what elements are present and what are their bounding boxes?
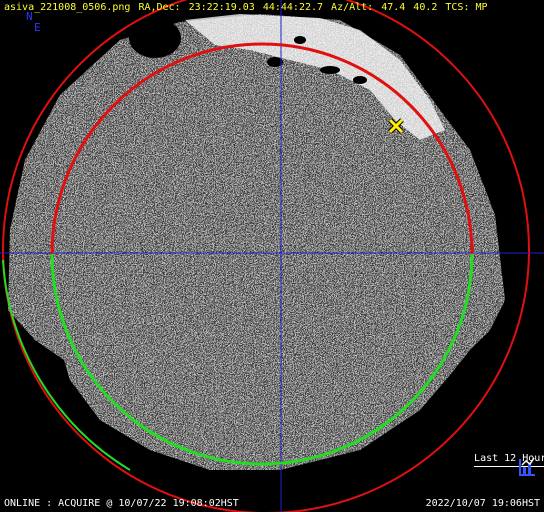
azalt-label: Az/Alt: bbox=[331, 2, 374, 13]
compass: N E bbox=[18, 10, 41, 34]
limit-circle-lower bbox=[50, 253, 474, 466]
radec-label: RA,Dec: bbox=[138, 2, 181, 13]
dec-value: 44:44:22.7 bbox=[262, 2, 324, 13]
alt-value: 40.2 bbox=[413, 2, 438, 13]
timestamp: 2022/10/07 19:06HST bbox=[425, 498, 540, 509]
target-marker-icon bbox=[388, 118, 404, 134]
header-bar: asiva_221008_0506.png RA,Dec: 23:22:19.0… bbox=[4, 2, 488, 14]
compass-north: N bbox=[26, 10, 33, 23]
tcs-status: TCS: MP bbox=[445, 2, 488, 13]
horizon-circle bbox=[2, 0, 530, 512]
limit-circle-upper bbox=[50, 42, 474, 255]
horizon-lower-arc bbox=[2, 259, 131, 471]
az-value: 47.4 bbox=[381, 2, 406, 13]
bar-graph-icon[interactable] bbox=[517, 455, 537, 477]
ra-value: 23:22:19.03 bbox=[188, 2, 255, 13]
image-filename: asiva_221008_0506.png bbox=[4, 2, 131, 13]
compass-east: E bbox=[34, 21, 41, 34]
acquire-status: ONLINE : ACQUIRE @ 10/07/22 19:08:02HST bbox=[4, 498, 239, 509]
